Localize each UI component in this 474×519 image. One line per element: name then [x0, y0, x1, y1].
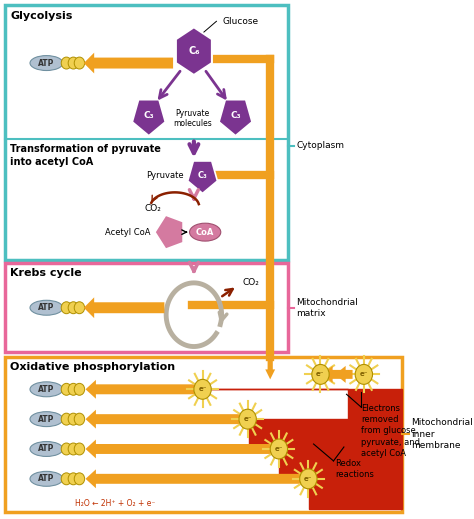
Circle shape — [74, 384, 85, 395]
Circle shape — [61, 57, 72, 69]
Polygon shape — [132, 100, 165, 135]
Circle shape — [74, 473, 85, 485]
Ellipse shape — [190, 223, 221, 241]
Circle shape — [68, 473, 79, 485]
Circle shape — [355, 364, 373, 385]
Circle shape — [68, 413, 79, 425]
FancyArrow shape — [322, 366, 346, 383]
Circle shape — [312, 364, 329, 385]
Text: e⁻: e⁻ — [304, 476, 313, 482]
Circle shape — [61, 443, 72, 455]
Text: ATP: ATP — [38, 474, 55, 483]
Circle shape — [61, 413, 72, 425]
Text: CoA: CoA — [196, 228, 214, 237]
Text: C₃: C₃ — [198, 171, 208, 180]
Text: Pyruvate: Pyruvate — [146, 171, 183, 180]
Text: ATP: ATP — [38, 444, 55, 454]
Text: C₃: C₃ — [144, 111, 154, 120]
Text: CO₂: CO₂ — [243, 278, 259, 288]
Ellipse shape — [30, 382, 63, 397]
Circle shape — [68, 384, 79, 395]
Polygon shape — [219, 100, 252, 135]
Text: ATP: ATP — [38, 59, 55, 67]
FancyArrow shape — [85, 469, 305, 488]
Text: Oxidative phosphorylation: Oxidative phosphorylation — [10, 362, 175, 373]
Text: Mitochondrial
matrix: Mitochondrial matrix — [296, 298, 358, 318]
Text: ATP: ATP — [38, 415, 55, 424]
FancyArrow shape — [85, 440, 275, 458]
Text: Redox
reactions: Redox reactions — [335, 459, 374, 479]
FancyBboxPatch shape — [5, 358, 402, 512]
Text: Glucose: Glucose — [222, 17, 259, 26]
Ellipse shape — [30, 301, 63, 315]
Text: e⁻: e⁻ — [244, 416, 252, 422]
Circle shape — [74, 443, 85, 455]
Text: e⁻: e⁻ — [360, 372, 368, 377]
Text: CO₂: CO₂ — [145, 204, 162, 213]
Circle shape — [74, 302, 85, 313]
Circle shape — [61, 384, 72, 395]
Text: Acetyl CoA: Acetyl CoA — [105, 228, 151, 237]
Text: Glycolysis: Glycolysis — [10, 11, 73, 21]
Text: Krebs cycle: Krebs cycle — [10, 268, 82, 278]
FancyArrow shape — [335, 366, 353, 383]
Circle shape — [68, 302, 79, 313]
FancyArrow shape — [85, 409, 244, 429]
Circle shape — [300, 469, 317, 489]
Circle shape — [61, 473, 72, 485]
Circle shape — [74, 413, 85, 425]
Text: Pyruvate
molecules: Pyruvate molecules — [173, 109, 211, 128]
Circle shape — [61, 302, 72, 313]
Circle shape — [74, 57, 85, 69]
Ellipse shape — [30, 56, 63, 71]
Text: H₂O ← 2H⁺ + O₂ + e⁻: H₂O ← 2H⁺ + O₂ + e⁻ — [75, 499, 155, 508]
FancyBboxPatch shape — [5, 5, 288, 260]
Circle shape — [68, 57, 79, 69]
Polygon shape — [188, 161, 218, 194]
Ellipse shape — [30, 442, 63, 456]
Text: Transformation of pyruvate
into acetyl CoA: Transformation of pyruvate into acetyl C… — [10, 144, 161, 167]
Text: e⁻: e⁻ — [274, 446, 283, 452]
Circle shape — [194, 379, 211, 399]
Text: C₆: C₆ — [188, 46, 200, 56]
Ellipse shape — [30, 412, 63, 427]
Polygon shape — [155, 215, 183, 249]
Polygon shape — [202, 389, 402, 509]
FancyArrow shape — [84, 52, 173, 74]
Ellipse shape — [30, 471, 63, 486]
Text: e⁻: e⁻ — [316, 372, 325, 377]
Text: C₃: C₃ — [230, 111, 241, 120]
Text: Cytoplasm: Cytoplasm — [296, 141, 344, 150]
Text: ATP: ATP — [38, 385, 55, 394]
Text: e⁻: e⁻ — [198, 386, 207, 392]
FancyArrow shape — [265, 339, 275, 379]
Circle shape — [239, 409, 256, 429]
Circle shape — [270, 439, 288, 459]
Text: Mitochondrial
inner
membrane: Mitochondrial inner membrane — [410, 418, 473, 449]
Polygon shape — [176, 28, 212, 75]
FancyArrow shape — [84, 297, 164, 318]
FancyArrow shape — [85, 380, 199, 399]
Text: ATP: ATP — [38, 303, 55, 312]
FancyBboxPatch shape — [5, 263, 288, 352]
Text: Electrons
removed
from glucose,
pyruvate, and
acetyl CoA: Electrons removed from glucose, pyruvate… — [361, 404, 420, 458]
Circle shape — [68, 443, 79, 455]
